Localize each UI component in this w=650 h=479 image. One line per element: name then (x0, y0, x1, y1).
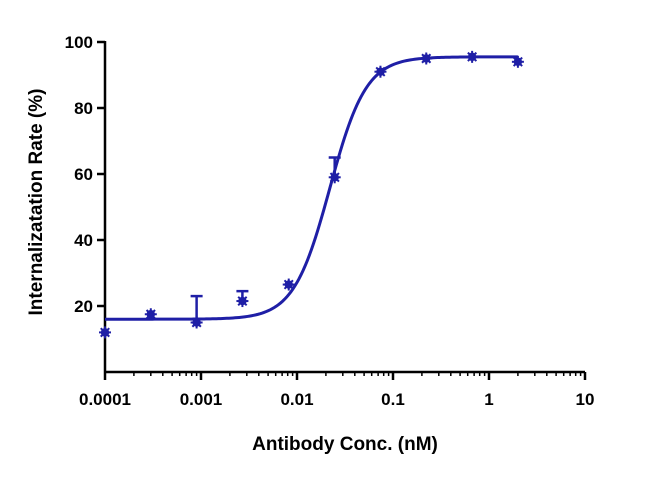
x-tick-label: 0.01 (280, 390, 313, 409)
data-point (374, 65, 387, 78)
y-axis-title: Internalizatation Rate (%) (26, 89, 47, 316)
y-tick-label: 60 (74, 165, 93, 184)
x-ticks: 0.0001 0.001 0.01 0.1 1 10 (79, 372, 594, 409)
data-point (99, 326, 111, 339)
error-bars (190, 156, 341, 323)
x-tick-label: 0.001 (180, 390, 223, 409)
data-point (466, 50, 479, 63)
data-point (282, 278, 295, 291)
x-tick-label: 1 (484, 390, 493, 409)
data-points (99, 50, 524, 339)
y-tick-label: 20 (74, 297, 93, 316)
x-axis-title: Antibody Conc. (nM) (252, 434, 438, 455)
data-point (144, 308, 157, 321)
y-tick-label: 80 (74, 99, 93, 118)
x-tick-label: 0.1 (381, 390, 405, 409)
y-tick-label: 40 (74, 231, 93, 250)
fit-curve (105, 55, 518, 321)
y-tick-label: 100 (65, 33, 93, 52)
axes: 20 40 60 80 100 0.0001 0.001 0.01 0.1 1 10 (65, 33, 595, 409)
data-point (511, 55, 524, 68)
data-point (236, 295, 249, 308)
data-point (190, 316, 203, 329)
y-ticks: 20 40 60 80 100 (65, 33, 105, 316)
x-tick-label: 0.0001 (79, 390, 131, 409)
x-tick-label: 10 (576, 390, 595, 409)
data-point (328, 171, 341, 184)
data-point (420, 52, 433, 65)
